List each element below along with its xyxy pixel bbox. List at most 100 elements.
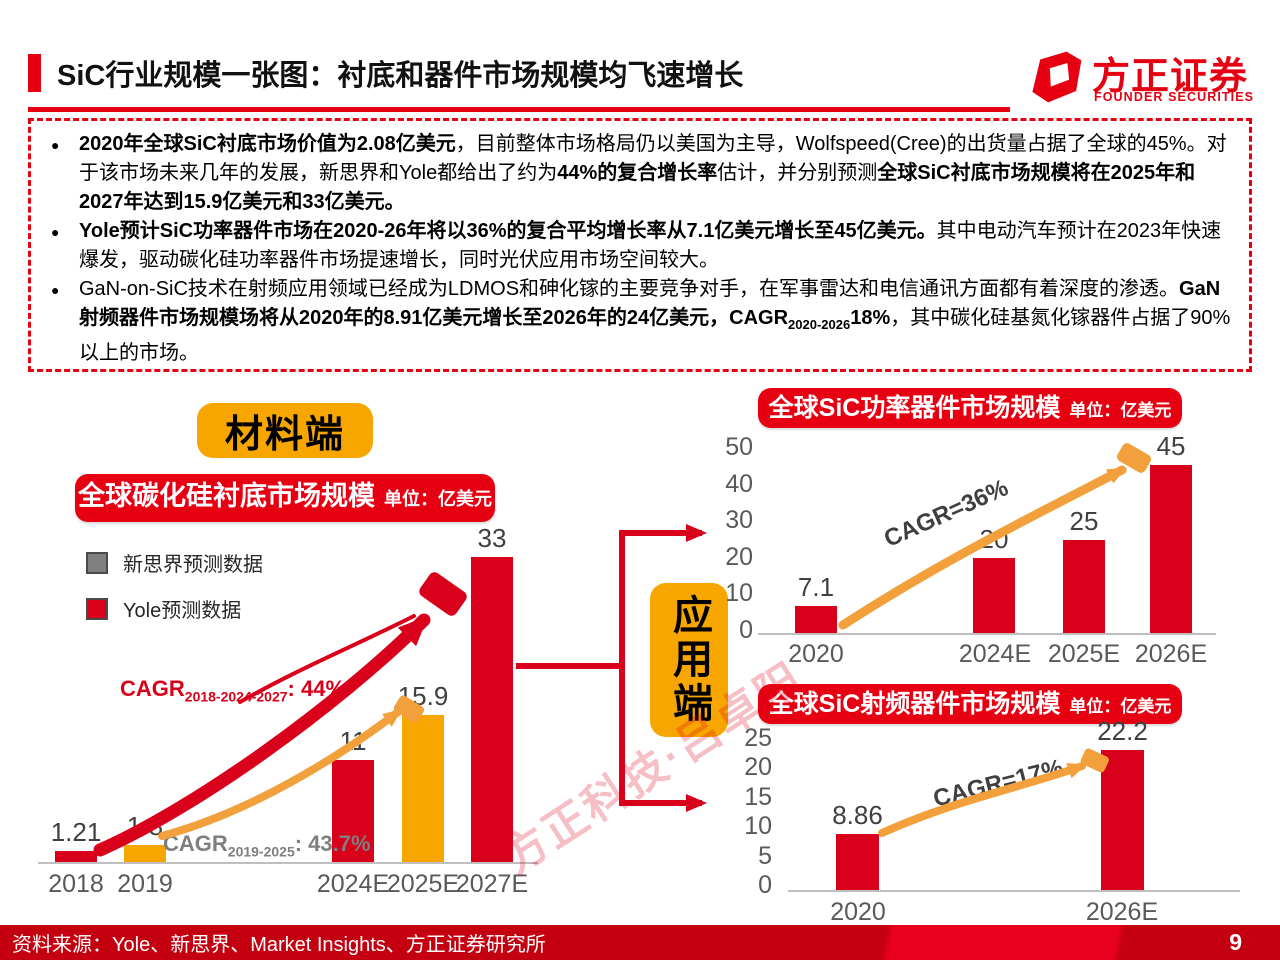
x-tick-label: 2024E xyxy=(958,640,1032,668)
x-tick-label: 2020 xyxy=(788,640,844,668)
title-underline xyxy=(28,107,1010,112)
y-tick-label: 30 xyxy=(725,506,753,535)
bar xyxy=(973,558,1015,633)
summary-text-segment: GaN-on-SiC技术在射频应用领域已经成为LDMOS和砷化镓的主要竞争对手，… xyxy=(79,278,1180,300)
bar xyxy=(124,845,166,862)
page-number: 9 xyxy=(1229,929,1242,955)
bar-value: 1.21 xyxy=(50,816,102,847)
substrate-chart-unit: 单位：亿美元 xyxy=(384,489,492,509)
bar-value: 1.8 xyxy=(126,811,164,842)
power-y-axis: 50 40 30 20 10 0 xyxy=(703,433,753,645)
bar-group: 1.8 xyxy=(124,811,166,862)
substrate-cagr-red: CAGR2018-2024-2027: 44% xyxy=(120,676,346,705)
page-title: SiC行业规模一张图：衬底和器件市场规模均飞速增长 xyxy=(57,60,744,92)
x-tick-label: 2026E xyxy=(1085,898,1159,926)
bar xyxy=(836,834,879,890)
bar-value: 33 xyxy=(477,523,507,554)
x-tick-label: 2020 xyxy=(830,898,886,926)
bar-value: 20 xyxy=(979,524,1009,555)
rf-y-axis: 25 20 15 10 5 0 xyxy=(722,724,772,900)
bar xyxy=(1063,539,1105,633)
summary-text-segment: 44%的复合增长率 xyxy=(557,162,718,184)
x-tick-label: 2018 xyxy=(48,870,104,898)
x-tick-label: 2024E xyxy=(316,870,390,898)
bar-group: 15.9 xyxy=(398,681,448,862)
summary-text-segment: 全球SiC衬底市场规模将在2025年和2027年达到15.9亿美元和33亿美元。 xyxy=(79,162,1196,213)
bar-group: 22.2 xyxy=(1097,716,1148,890)
rf-chart: 8.86 22.2 xyxy=(788,715,1240,892)
power-chart-title-text: 全球SiC功率器件市场规模 xyxy=(768,394,1061,422)
substrate-chart-title: 全球碳化硅衬底市场规模 单位：亿美元 xyxy=(75,474,495,522)
material-side-tag: 材料端 xyxy=(197,403,373,458)
y-tick-label: 20 xyxy=(725,542,753,571)
summary-list: 2020年全球SiC衬底市场价值为2.08亿美元，目前整体市场格局仍以美国为主导… xyxy=(45,130,1233,368)
rf-chart-unit: 单位：亿美元 xyxy=(1069,697,1172,716)
power-chart-title: 全球SiC功率器件市场规模 单位：亿美元 xyxy=(758,388,1182,428)
bar-value: 25 xyxy=(1069,505,1099,536)
footer-bar: 资料来源：Yole、新思界、Market Insights、方正证券研究所 9 xyxy=(0,925,1280,960)
founder-logo-icon xyxy=(1032,51,1082,103)
summary-text-segment: 2020-2026 xyxy=(788,317,851,332)
bar-group: 25 xyxy=(1063,505,1105,633)
title-accent-bar xyxy=(28,54,41,92)
summary-text-segment: GaN射频器件市场规模场将从2020年的8.91亿美元增长至2026年的24亿美… xyxy=(79,278,1221,329)
bar xyxy=(795,606,837,633)
bar-value: 22.2 xyxy=(1097,716,1148,747)
y-tick-label: 20 xyxy=(744,753,772,782)
application-side-tag: 应用端 xyxy=(650,583,728,737)
legend-label: 新思界预测数据 xyxy=(123,554,263,576)
bar-group: 1.21 xyxy=(51,817,101,862)
summary-text-segment: 估计，并分别预测 xyxy=(717,162,878,184)
x-tick-label: 2019 xyxy=(117,870,173,898)
logo-name-cn: 方正证券 xyxy=(1092,56,1249,98)
rf-chart-title: 全球SiC射频器件市场规模 单位：亿美元 xyxy=(758,684,1182,724)
y-tick-label: 40 xyxy=(725,469,753,498)
bar-group: 8.86 xyxy=(832,800,883,890)
logo-name-en: FOUNDER SECURITIES xyxy=(1094,90,1255,104)
power-chart-unit: 单位：亿美元 xyxy=(1069,401,1172,420)
bar-value: 15.9 xyxy=(397,681,449,712)
source-note: 资料来源：Yole、新思界、Market Insights、方正证券研究所 xyxy=(12,934,546,956)
x-tick-label: 2025E xyxy=(1047,640,1121,668)
summary-bullet: 2020年全球SiC衬底市场价值为2.08亿美元，目前整体市场格局仍以美国为主导… xyxy=(51,130,1233,217)
bar-value: 45 xyxy=(1156,430,1186,461)
legend-swatch-gray xyxy=(86,551,108,574)
bar xyxy=(55,850,97,862)
bar-group: 45 xyxy=(1150,431,1192,633)
y-tick-label: 15 xyxy=(744,782,772,811)
summary-bullet: Yole预计SiC功率器件市场在2020-26年将以36%的复合平均增长率从7.… xyxy=(51,217,1233,275)
y-tick-label: 25 xyxy=(744,724,772,752)
y-tick-label: 0 xyxy=(758,870,772,899)
bar xyxy=(402,715,444,862)
summary-box: 2020年全球SiC衬底市场价值为2.08亿美元，目前整体市场格局仍以美国为主导… xyxy=(28,118,1252,372)
bar-group: 7.1 xyxy=(795,572,837,633)
summary-text-segment: Yole预计SiC功率器件市场在2020-26年将以36%的复合平均增长率从7.… xyxy=(79,220,937,242)
power-chart: 7.1 20 25 45 xyxy=(758,430,1216,635)
summary-text-segment: 18% xyxy=(850,307,891,329)
bar xyxy=(1101,750,1144,890)
summary-text-segment: 其中电动汽车预计在2023年快速爆发，驱动碳化硅功率器件市场提速增长，同时光伏应… xyxy=(79,220,1222,271)
summary-text-segment: 2020年全球SiC衬底市场价值为2.08亿美元 xyxy=(79,133,456,155)
substrate-chart-title-text: 全球碳化硅衬底市场规模 xyxy=(78,481,375,511)
bar xyxy=(1150,464,1192,633)
summary-text-segment: ，目前整体市场格局仍以美国为主导，Wolfspeed(Cree)的出货量占据了全… xyxy=(79,133,1227,184)
x-tick-label: 2026E xyxy=(1134,640,1208,668)
rf-chart-title-text: 全球SiC射频器件市场规模 xyxy=(768,690,1061,718)
y-tick-label: 10 xyxy=(725,579,753,608)
y-tick-label: 50 xyxy=(725,433,753,461)
legend-item: 新思界预测数据 xyxy=(86,548,263,577)
bar xyxy=(471,557,513,862)
x-tick-label: 2027E xyxy=(455,870,529,898)
x-tick-label: 2025E xyxy=(386,870,460,898)
summary-bullet: GaN-on-SiC技术在射频应用领域已经成为LDMOS和砷化镓的主要竞争对手，… xyxy=(51,275,1233,368)
bar-value: 11 xyxy=(339,726,367,757)
y-tick-label: 0 xyxy=(739,615,753,644)
summary-text-segment: ，其中碳化硅基氮化镓器件占据了90%以上的市场。 xyxy=(79,307,1231,364)
bar-value: 8.86 xyxy=(832,800,883,831)
bar-value: 7.1 xyxy=(797,572,835,603)
founder-securities-logo: 方正证券 FOUNDER SECURITIES xyxy=(1028,47,1253,107)
y-tick-label: 5 xyxy=(758,841,772,870)
bar-group: 20 xyxy=(973,524,1015,633)
substrate-cagr-gray: CAGR2019-2025: 43.7% xyxy=(163,831,371,860)
